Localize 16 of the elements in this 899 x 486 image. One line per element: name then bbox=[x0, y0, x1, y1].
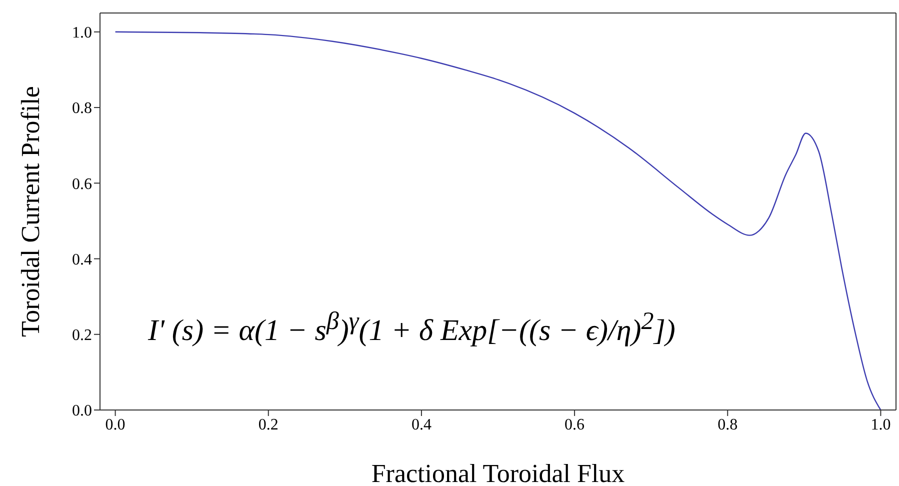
x-tick-label: 0.6 bbox=[564, 416, 585, 434]
x-tick-label: 0.2 bbox=[258, 416, 278, 434]
x-tick-label: 0.4 bbox=[411, 416, 432, 434]
x-axis-title: Fractional Toroidal Flux bbox=[371, 459, 625, 486]
y-tick-label: 0.6 bbox=[72, 176, 92, 193]
x-tick-label: 0.8 bbox=[718, 416, 738, 434]
y-tick-label: 1.0 bbox=[72, 24, 92, 42]
x-tick-label: 1.0 bbox=[870, 416, 891, 434]
x-tick-label: 0.0 bbox=[105, 416, 126, 434]
y-tick-label: 0.2 bbox=[72, 327, 92, 344]
y-tick-label: 0.0 bbox=[72, 402, 92, 420]
y-tick-label: 0.8 bbox=[72, 100, 92, 118]
line-series bbox=[114, 31, 882, 410]
y-tick-label: 0.4 bbox=[72, 251, 92, 268]
y-axis-title: Toroidal Current Profile bbox=[16, 86, 46, 337]
annotation: I' (s) = α(1 − s$^{β}$)$^{γ}$(1 + δ Exp[−((s − ϵ)/η)$^{2}$]) bbox=[148, 308, 676, 348]
